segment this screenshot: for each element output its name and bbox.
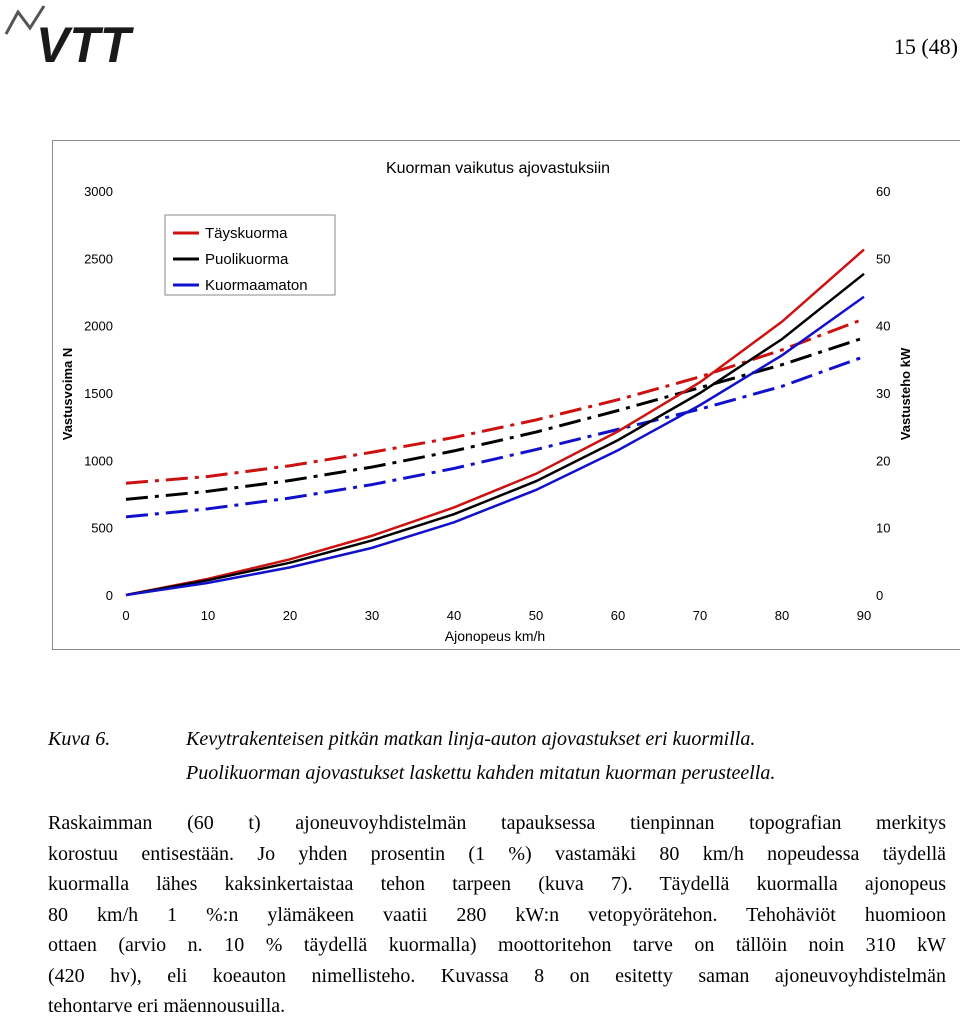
paragraph-line: kuormalla lähes kaksinkertaistaa tehon t… [48, 873, 946, 895]
chart-title: Kuorman vaikutus ajovastuksiin [386, 160, 610, 177]
y-left-tick-label: 500 [91, 521, 113, 536]
legend-entry: Täyskuorma [205, 225, 288, 242]
force-line-tayskuorma [125, 317, 865, 485]
y-right-tick-label: 40 [876, 319, 890, 334]
paragraph-line: (420 hv), eli koeauton nimellisteho. Kuv… [48, 964, 946, 987]
y-left-tick-label: 3000 [84, 184, 113, 199]
y-left-tick-label: 1000 [84, 453, 113, 468]
power-line-puolikuorma [125, 272, 865, 597]
x-tick-label: 80 [775, 608, 789, 623]
page-number: 15 (48) [893, 34, 958, 59]
y-axis-left-label: Vastusvoima N [60, 348, 75, 441]
logo-text: VTT [36, 17, 135, 66]
x-tick-label: 50 [529, 608, 543, 623]
x-axis-label: Ajonopeus km/h [445, 628, 545, 644]
power-line-tayskuorma [125, 248, 865, 597]
force-line-puolikuorma [125, 336, 865, 501]
paragraph-line: tehontarve eri mäennousuilla. [48, 995, 286, 1017]
paragraph-line: Raskaimman (60 t) ajoneuvoyhdistelmän ta… [48, 812, 946, 834]
y-right-tick-label: 60 [876, 184, 890, 199]
y-left-tick-label: 0 [106, 588, 113, 603]
x-tick-label: 30 [365, 608, 379, 623]
vtt-logo: VTT [4, 2, 182, 73]
paragraph-line: 80 km/h 1 %:n ylämäkeen vaatii 280 kW:n … [48, 903, 946, 926]
line-chart: Kuorman vaikutus ajovastuksiin Ajonopeus… [60, 160, 913, 644]
x-tick-label: 20 [283, 608, 297, 623]
chart-legend: Täyskuorma Puolikuorma Kuormaamaton [164, 214, 336, 296]
caption-line: Kevytrakenteisen pitkän matkan linja-aut… [186, 728, 756, 750]
y-right-tick-label: 30 [876, 386, 890, 401]
body-paragraph: Raskaimman (60 t) ajoneuvoyhdistelmän ta… [48, 808, 946, 1022]
y-right-tick-label: 0 [876, 588, 883, 603]
chart-frame: Kuorman vaikutus ajovastuksiin Ajonopeus… [52, 140, 960, 650]
x-tick-label: 90 [857, 608, 871, 623]
x-tick-label: 70 [693, 608, 707, 623]
x-tick-label: 60 [611, 608, 625, 623]
x-tick-label: 0 [122, 608, 129, 623]
y-left-tick-label: 2000 [84, 319, 113, 334]
y-axis-right-label: Vastusteho kW [898, 347, 913, 440]
power-line-kuormaamaton [125, 295, 865, 597]
force-line-kuormaamaton [125, 355, 865, 519]
y-right-tick-label: 50 [876, 251, 890, 266]
paragraph-line: ottaen (arvio n. 10 % täydellä kuormalla… [48, 934, 946, 956]
y-right-tick-label: 10 [876, 521, 890, 536]
paragraph-line: korostuu entisestään. Jo yhden prosentin… [48, 842, 946, 865]
caption-line: Puolikuorman ajovastukset laskettu kahde… [186, 762, 776, 784]
y-left-tick-label: 1500 [84, 386, 113, 401]
legend-entry: Puolikuorma [205, 251, 289, 268]
x-tick-label: 40 [447, 608, 461, 623]
y-right-tick-label: 20 [876, 453, 890, 468]
x-tick-label: 10 [201, 608, 215, 623]
caption-label: Kuva 6. [48, 728, 111, 750]
y-left-tick-label: 2500 [84, 251, 113, 266]
legend-entry: Kuormaamaton [205, 277, 308, 294]
